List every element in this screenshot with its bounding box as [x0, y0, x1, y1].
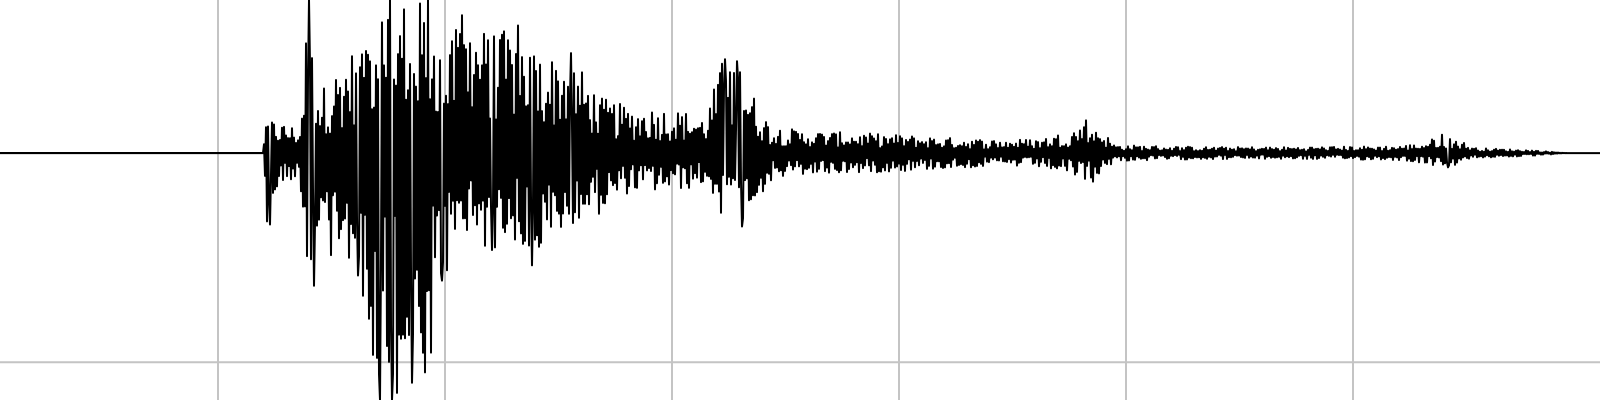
- waveform-series: [0, 0, 1600, 400]
- waveform-line: [0, 0, 1600, 400]
- grid: [0, 0, 1600, 400]
- seismogram-chart: [0, 0, 1600, 400]
